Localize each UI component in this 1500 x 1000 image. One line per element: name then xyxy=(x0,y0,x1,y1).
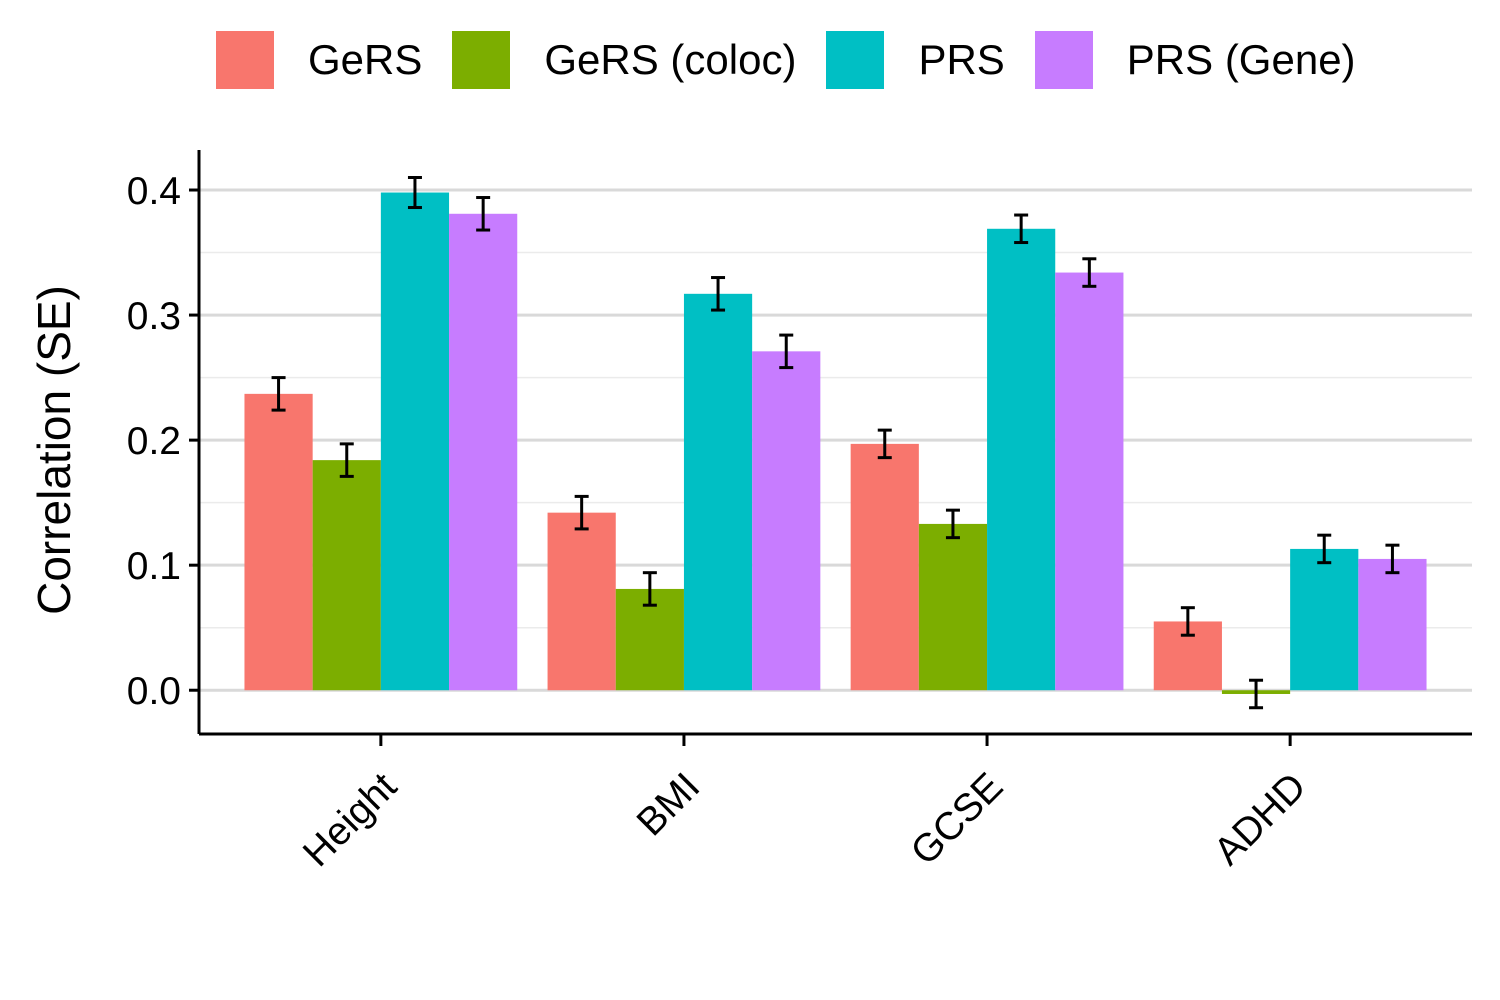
legend-label-gers: GeRS xyxy=(308,36,423,83)
legend-label-prs-gene: PRS (Gene) xyxy=(1126,36,1356,83)
bar-height-gers xyxy=(244,393,313,691)
legend-item-prs-gene: PRS (Gene) xyxy=(1034,31,1356,89)
x-tick-label-height: Height xyxy=(295,765,405,875)
legend-item-prs: PRS xyxy=(826,31,1005,89)
bar-adhd-prs xyxy=(1290,548,1359,691)
y-tick-label: 0.4 xyxy=(127,170,181,213)
bar-height-prs xyxy=(380,192,450,691)
legend-swatch-gers xyxy=(216,31,274,89)
legend-item-gers: GeRS xyxy=(216,31,422,89)
legend-label-gers-coloc: GeRS (coloc) xyxy=(544,36,797,83)
bar-height-prs-gene xyxy=(449,213,518,691)
bar-adhd-prs-gene xyxy=(1358,558,1427,691)
bar-height-gers-coloc xyxy=(312,460,381,691)
bar-gcse-prs-gene xyxy=(1055,272,1124,691)
x-tick-label-adhd: ADHD xyxy=(1206,765,1315,874)
y-tick-label: 0.0 xyxy=(127,670,181,713)
y-tick-label: 0.1 xyxy=(127,545,181,588)
legend: GeRS GeRS (coloc) PRS PRS (Gene) xyxy=(216,30,1386,90)
bar-bmi-prs-gene xyxy=(752,351,821,691)
legend-item-gers-coloc: GeRS (coloc) xyxy=(452,31,796,89)
bar-gcse-gers-coloc xyxy=(918,523,988,691)
bar-gcse-gers xyxy=(850,443,919,691)
y-tick-label: 0.2 xyxy=(127,420,181,463)
y-tick-label: 0.3 xyxy=(127,295,181,338)
legend-label-prs: PRS xyxy=(918,36,1005,83)
legend-swatch-prs-gene xyxy=(1034,31,1093,89)
bar-bmi-gers xyxy=(547,512,616,691)
y-axis-title: Correlation (SE) xyxy=(28,285,80,615)
x-tick-label-bmi: BMI xyxy=(629,765,708,844)
bar-bmi-prs xyxy=(683,293,753,691)
legend-swatch-gers-coloc xyxy=(452,31,511,89)
legend-swatch-prs xyxy=(826,31,885,89)
bar-gcse-prs xyxy=(987,228,1056,691)
x-tick-label-gcse: GCSE xyxy=(903,765,1012,874)
